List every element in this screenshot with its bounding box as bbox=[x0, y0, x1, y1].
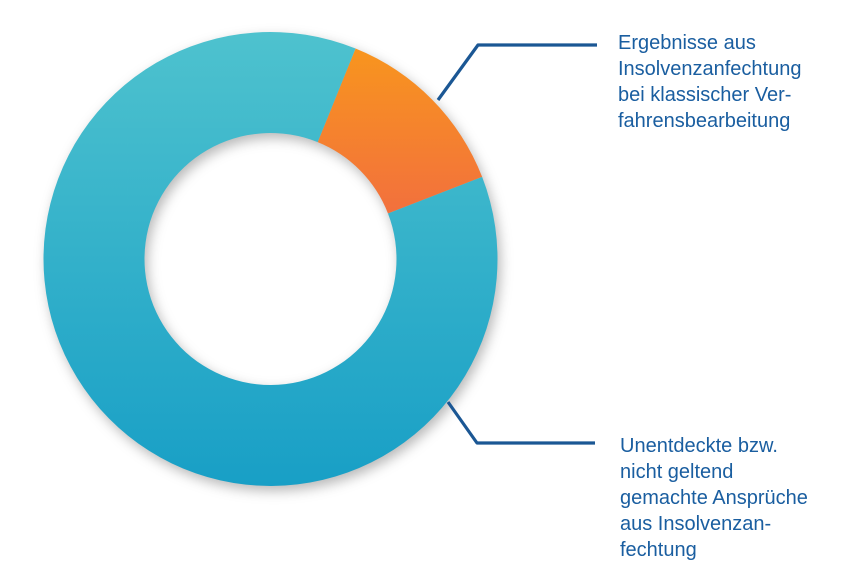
callout-line: fahrensbearbeitung bbox=[618, 110, 791, 132]
callout-line: fechtung bbox=[620, 539, 697, 561]
donut-segment-0 bbox=[317, 48, 483, 214]
donut-ring bbox=[43, 32, 498, 487]
callout-line: bei klassischer Ver- bbox=[618, 84, 792, 106]
leader-line-bottom bbox=[446, 401, 595, 445]
callout-label-teal-segment: Unentdeckte bzw. nicht geltend gemachte … bbox=[620, 433, 808, 563]
leader-line-top bbox=[436, 43, 597, 101]
callout-line: aus Insolvenzan- bbox=[620, 513, 772, 535]
callout-line: gemachte Ansprüche bbox=[620, 487, 808, 509]
callout-line: nicht geltend bbox=[620, 461, 734, 483]
callout-line: Unentdeckte bzw. bbox=[620, 435, 778, 457]
callout-line: Ergebnisse aus bbox=[618, 32, 756, 54]
donut-segment-1 bbox=[43, 32, 498, 487]
callout-label-orange-segment: Ergebnisse aus Insolvenzanfechtung bei k… bbox=[618, 30, 801, 134]
callout-line: Insolvenzanfechtung bbox=[618, 58, 802, 80]
